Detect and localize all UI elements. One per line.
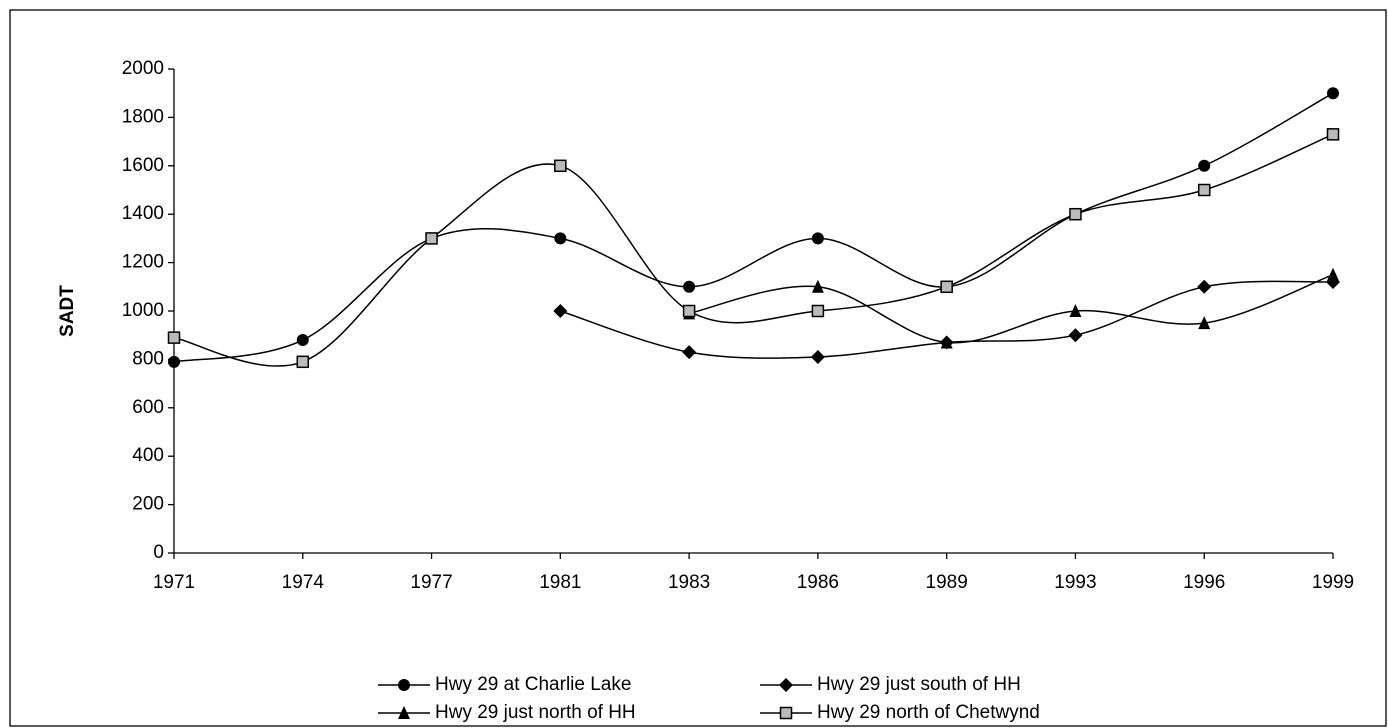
y-tick-label: 1600 (122, 155, 164, 176)
x-tick-label: 1974 (282, 572, 325, 593)
marker (554, 159, 567, 173)
marker (810, 349, 825, 364)
x-tick-label: 1993 (1054, 572, 1096, 593)
marker (425, 232, 438, 245)
marker (553, 304, 568, 318)
x-tick-label: 1996 (1183, 572, 1225, 593)
marker (1068, 328, 1083, 343)
marker (1198, 159, 1211, 172)
y-tick-label: 0 (153, 542, 164, 563)
y-tick-label: 2000 (122, 58, 164, 79)
y-axis-label: SADT (57, 285, 78, 337)
marker (1198, 316, 1211, 330)
y-tick-label: 1000 (122, 300, 164, 321)
marker (554, 232, 567, 245)
marker (779, 678, 793, 692)
marker (779, 706, 793, 720)
marker (682, 345, 697, 360)
marker (168, 355, 180, 368)
marker (1327, 87, 1339, 100)
chart-border (9, 9, 1387, 727)
x-tick-label: 1983 (668, 572, 710, 593)
x-tick-label: 1971 (153, 572, 195, 593)
x-tick-label: 1989 (926, 572, 968, 593)
marker (811, 304, 825, 318)
marker (1327, 267, 1339, 281)
y-tick-label: 1800 (122, 106, 164, 127)
marker (940, 280, 953, 294)
marker (1197, 183, 1211, 197)
marker (398, 706, 410, 719)
marker (296, 334, 309, 347)
legend-label: Hwy 29 just north of HH (435, 702, 636, 723)
y-tick-label: 1400 (122, 203, 164, 224)
marker (398, 679, 410, 691)
y-tick-label: 800 (132, 348, 164, 369)
marker (1326, 128, 1340, 141)
marker (1069, 207, 1082, 221)
y-tick-label: 200 (132, 494, 164, 515)
x-tick-label: 1981 (539, 572, 581, 593)
y-tick-label: 1200 (122, 252, 164, 273)
marker (1197, 279, 1212, 294)
y-tick-label: 400 (132, 445, 164, 466)
y-tick-label: 600 (132, 397, 164, 418)
legend-label: Hwy 29 north of Chetwynd (817, 702, 1040, 723)
series-line (173, 92, 1334, 363)
legend-label: Hwy 29 just south of HH (817, 674, 1021, 695)
series-line (173, 133, 1334, 367)
series-line (688, 273, 1334, 344)
legend-label: Hwy 29 at Charlie Lake (435, 674, 631, 695)
marker (683, 280, 696, 293)
x-tick-label: 1999 (1312, 572, 1354, 593)
marker (940, 335, 953, 349)
marker (296, 355, 310, 369)
marker (811, 232, 824, 245)
x-tick-label: 1986 (797, 572, 839, 593)
marker (811, 279, 824, 293)
marker (1069, 304, 1082, 317)
x-tick-label: 1977 (410, 572, 452, 593)
marker (167, 331, 181, 344)
marker (682, 304, 696, 318)
